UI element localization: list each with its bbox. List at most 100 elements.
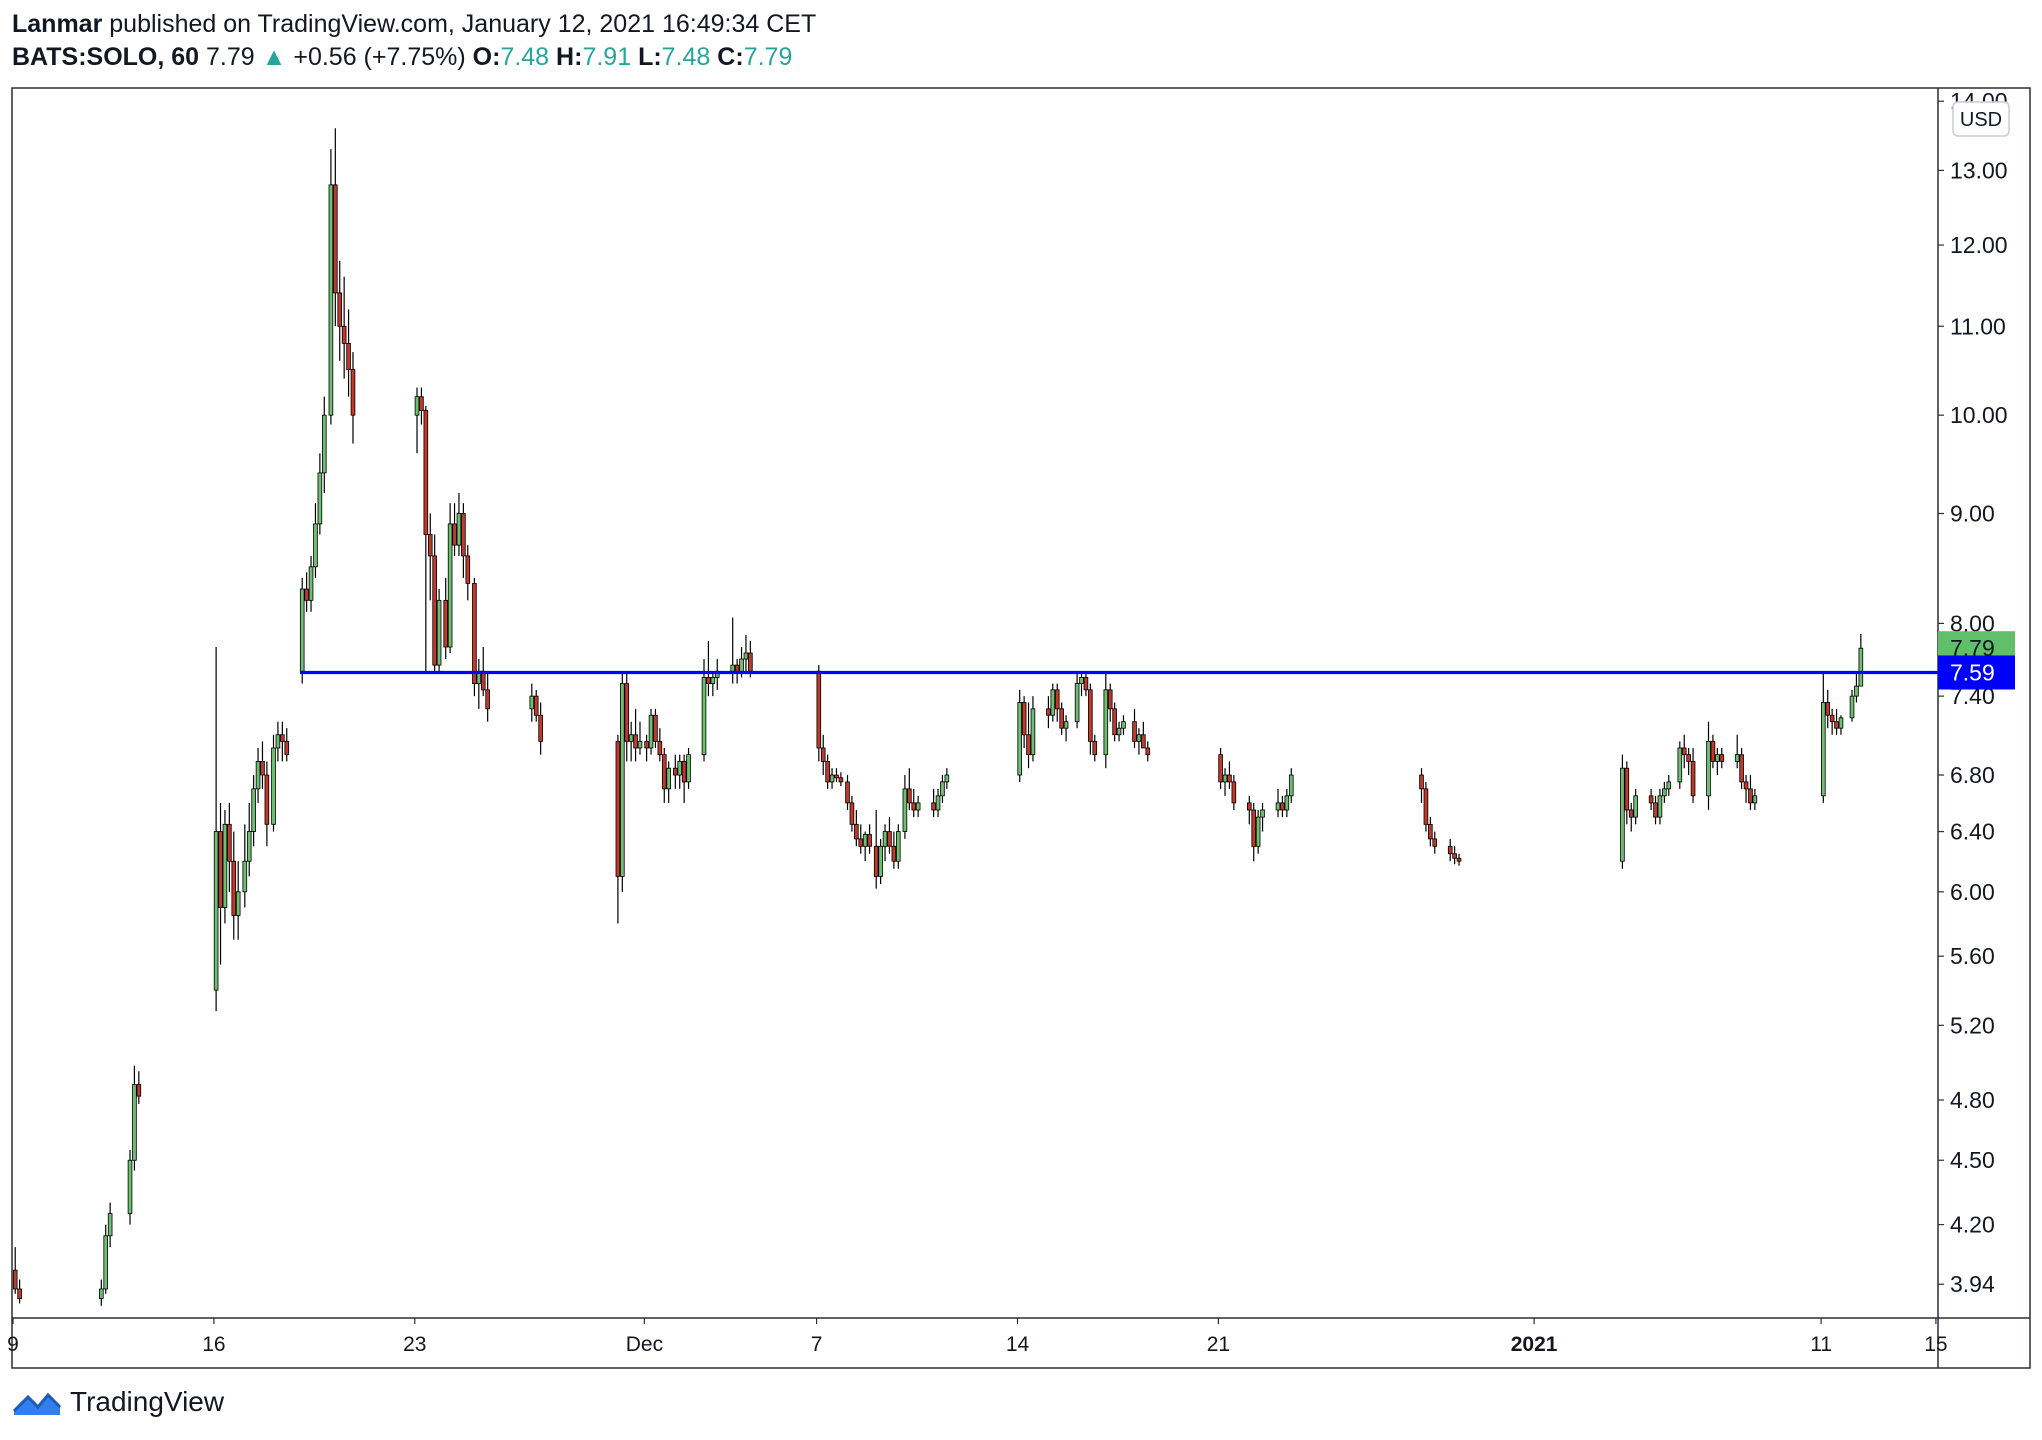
candle bbox=[1428, 817, 1433, 847]
candle-body bbox=[529, 695, 535, 710]
candle-body bbox=[456, 513, 462, 546]
author-name[interactable]: Lanmar bbox=[12, 10, 103, 38]
candle bbox=[935, 788, 941, 818]
candle bbox=[242, 824, 248, 908]
y-tick-label: 9.00 bbox=[1950, 500, 1995, 526]
candle bbox=[419, 387, 424, 425]
candle bbox=[461, 503, 466, 578]
candle-body bbox=[1059, 708, 1064, 729]
candle bbox=[533, 689, 539, 722]
candle bbox=[280, 721, 285, 762]
candle bbox=[673, 754, 678, 789]
candle-body bbox=[341, 325, 347, 344]
candle-body bbox=[127, 1159, 133, 1214]
candle bbox=[706, 641, 711, 697]
candle-body bbox=[1710, 740, 1716, 762]
candle bbox=[825, 754, 830, 789]
candle bbox=[127, 1149, 133, 1225]
candle bbox=[1456, 853, 1462, 866]
level-price-tag-label: 7.59 bbox=[1950, 659, 1995, 685]
open-value: 7.48 bbox=[500, 43, 550, 71]
candle bbox=[820, 734, 826, 776]
candle-body bbox=[1121, 721, 1126, 729]
last-price: 7.79 bbox=[206, 43, 255, 71]
level-layer: 7.797.59 bbox=[300, 631, 2015, 690]
candle-body bbox=[1030, 708, 1036, 756]
candle-body bbox=[218, 831, 223, 908]
candle bbox=[271, 734, 276, 832]
candle-body bbox=[633, 734, 638, 749]
candle bbox=[653, 708, 658, 748]
candle-body bbox=[944, 774, 950, 783]
candle-body bbox=[1132, 721, 1137, 742]
candle-body bbox=[350, 369, 356, 416]
candle bbox=[337, 260, 343, 361]
candle bbox=[308, 555, 314, 612]
open-label: O: bbox=[472, 43, 501, 71]
price-axis[interactable]: 14.0013.0012.0011.0010.009.008.007.406.8… bbox=[1938, 88, 2008, 1297]
y-tick-label: 12.00 bbox=[1950, 232, 2008, 258]
x-tick-label: Dec bbox=[626, 1333, 663, 1356]
candle-body bbox=[1681, 747, 1687, 756]
candle-body bbox=[1858, 647, 1864, 687]
candle-body bbox=[317, 472, 323, 525]
candle-body bbox=[299, 588, 305, 672]
candle bbox=[222, 809, 228, 924]
candle-body bbox=[1432, 838, 1438, 847]
candle-body bbox=[1447, 845, 1453, 855]
candle-body bbox=[1251, 809, 1257, 847]
candle bbox=[1419, 768, 1424, 803]
candle bbox=[1838, 715, 1844, 735]
y-tick-label: 10.00 bbox=[1950, 402, 2008, 428]
candle bbox=[882, 824, 888, 862]
y-tick-label: 13.00 bbox=[1950, 157, 2008, 183]
candle-body bbox=[1657, 795, 1663, 818]
y-tick-label: 4.20 bbox=[1950, 1212, 1995, 1238]
candle bbox=[350, 352, 356, 444]
candle bbox=[902, 775, 908, 839]
candle bbox=[321, 396, 327, 493]
candle-body bbox=[235, 891, 241, 916]
candle-body bbox=[1423, 788, 1429, 825]
candle bbox=[472, 577, 477, 697]
candle-body bbox=[935, 795, 941, 811]
candle-body bbox=[1624, 767, 1630, 811]
candle-body bbox=[1092, 740, 1098, 756]
candle bbox=[1447, 838, 1453, 862]
candle-body bbox=[940, 781, 945, 797]
time-axis[interactable]: 9 16 23 Dec 7 14 21 2021 11 15 bbox=[7, 1318, 1948, 1356]
candle-body bbox=[1054, 689, 1060, 710]
candle-body bbox=[1666, 781, 1672, 790]
published-text: published on TradingView.com, January 12… bbox=[109, 10, 817, 38]
candle-body bbox=[321, 414, 327, 474]
candle bbox=[637, 721, 643, 755]
candle-body bbox=[1648, 795, 1654, 804]
x-tick-label: 14 bbox=[1006, 1333, 1030, 1356]
candle bbox=[1088, 683, 1093, 755]
x-tick-label: 9 bbox=[7, 1333, 19, 1356]
candle bbox=[476, 659, 482, 709]
candle bbox=[328, 149, 334, 425]
tradingview-logo-icon bbox=[12, 1392, 62, 1415]
candle bbox=[1231, 775, 1237, 810]
candle-body bbox=[1021, 702, 1027, 736]
candle-body bbox=[1227, 774, 1232, 783]
y-tick-label: 6.00 bbox=[1950, 879, 1995, 905]
y-tick-label: 4.50 bbox=[1950, 1147, 1995, 1173]
candle-body bbox=[1653, 802, 1658, 818]
candle bbox=[12, 1247, 18, 1294]
candle-body bbox=[452, 523, 457, 546]
candle-body bbox=[231, 860, 237, 916]
currency-button[interactable]: USD bbox=[1952, 101, 2010, 137]
candle bbox=[615, 734, 621, 924]
candle-body bbox=[895, 831, 901, 862]
candle bbox=[1706, 721, 1711, 810]
candle-body bbox=[1419, 774, 1424, 790]
y-tick-label: 11.00 bbox=[1950, 313, 2006, 339]
candle-body bbox=[251, 788, 256, 832]
candle-body bbox=[255, 761, 261, 790]
candle-body bbox=[1428, 823, 1433, 840]
candle bbox=[1821, 671, 1826, 803]
candle-body bbox=[849, 802, 855, 825]
